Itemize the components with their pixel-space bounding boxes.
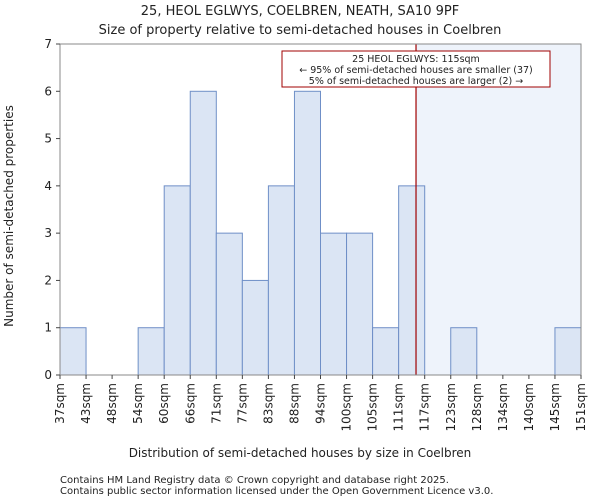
x-tick-label: 60sqm — [157, 383, 171, 424]
footer-line-1: Contains HM Land Registry data © Crown c… — [60, 475, 449, 486]
annotation-line-1: 25 HEOL EGLWYS: 115sqm — [352, 54, 480, 65]
x-tick-label: 66sqm — [183, 383, 197, 424]
x-axis-label: Distribution of semi-detached houses by … — [129, 446, 472, 460]
x-tick-label: 43sqm — [79, 383, 93, 424]
y-axis: 0 1 2 3 4 5 6 7 — [44, 37, 60, 382]
bar-71sqm — [215, 232, 243, 376]
x-tick-label: 48sqm — [105, 383, 119, 424]
bar-145sqm — [554, 327, 582, 376]
x-tick-label: 88sqm — [287, 383, 301, 424]
x-tick-label: 111sqm — [392, 383, 406, 431]
bar-54sqm — [137, 327, 165, 376]
y-tick-label: 2 — [44, 273, 52, 287]
bar-77sqm — [241, 279, 269, 376]
x-tick-label: 123sqm — [444, 383, 458, 431]
bar-123sqm — [450, 327, 478, 376]
annotation-line-3: 5% of semi-detached houses are larger (2… — [309, 76, 523, 87]
bar-88sqm — [293, 90, 322, 376]
chart-title: 25, HEOL EGLWYS, COELBREN, NEATH, SA10 9… — [141, 4, 459, 19]
x-tick-label: 71sqm — [209, 383, 223, 424]
highlight-region-group — [416, 44, 581, 375]
y-axis-label: Number of semi-detached properties — [2, 105, 16, 327]
bar-105sqm — [372, 327, 400, 376]
annotation-border — [281, 50, 551, 88]
annotation-box: 25 HEOL EGLWYS: 115sqm ← 95% of semi-det… — [281, 50, 551, 88]
x-tick-label: 54sqm — [131, 383, 145, 424]
x-tick-label: 117sqm — [418, 383, 432, 431]
x-tick-label: 37sqm — [53, 383, 67, 424]
bar-100sqm — [346, 232, 374, 376]
x-axis: 37sqm 43sqm 48sqm 54sqm 60sqm 66sqm 71sqm 77sqm… — [53, 375, 588, 431]
x-tick-label: 105sqm — [366, 383, 380, 431]
x-tick-label: 128sqm — [470, 383, 484, 431]
chart-subtitle: Size of property relative to semi-detach… — [99, 23, 502, 38]
y-tick-label: 0 — [44, 368, 52, 382]
x-tick-label: 151sqm — [574, 383, 588, 431]
footer-line-2: Contains public sector information licen… — [60, 486, 493, 497]
bar-60sqm — [163, 185, 191, 376]
x-tick-label: 145sqm — [548, 383, 562, 431]
y-tick-label: 4 — [44, 179, 52, 193]
bar-83sqm — [267, 185, 295, 376]
bar-111sqm — [398, 185, 426, 376]
x-tick-label: 83sqm — [261, 383, 275, 424]
x-tick-label: 94sqm — [314, 383, 328, 424]
bar-66sqm — [189, 90, 217, 376]
x-tick-label: 77sqm — [235, 383, 249, 424]
y-tick-label: 1 — [44, 321, 52, 335]
bar-94sqm — [320, 232, 348, 376]
x-tick-label: 140sqm — [522, 383, 536, 431]
bar-37sqm — [59, 327, 87, 376]
x-tick-label: 100sqm — [340, 383, 354, 431]
annotation-line-2: ← 95% of semi-detached houses are smalle… — [299, 65, 533, 76]
x-tick-label: 134sqm — [496, 383, 510, 431]
y-tick-label: 7 — [44, 37, 52, 51]
bars-group — [59, 90, 582, 376]
y-tick-label: 3 — [44, 226, 52, 240]
y-tick-label: 6 — [44, 84, 52, 98]
larger-region-highlight — [416, 44, 581, 375]
y-tick-label: 5 — [44, 132, 52, 146]
